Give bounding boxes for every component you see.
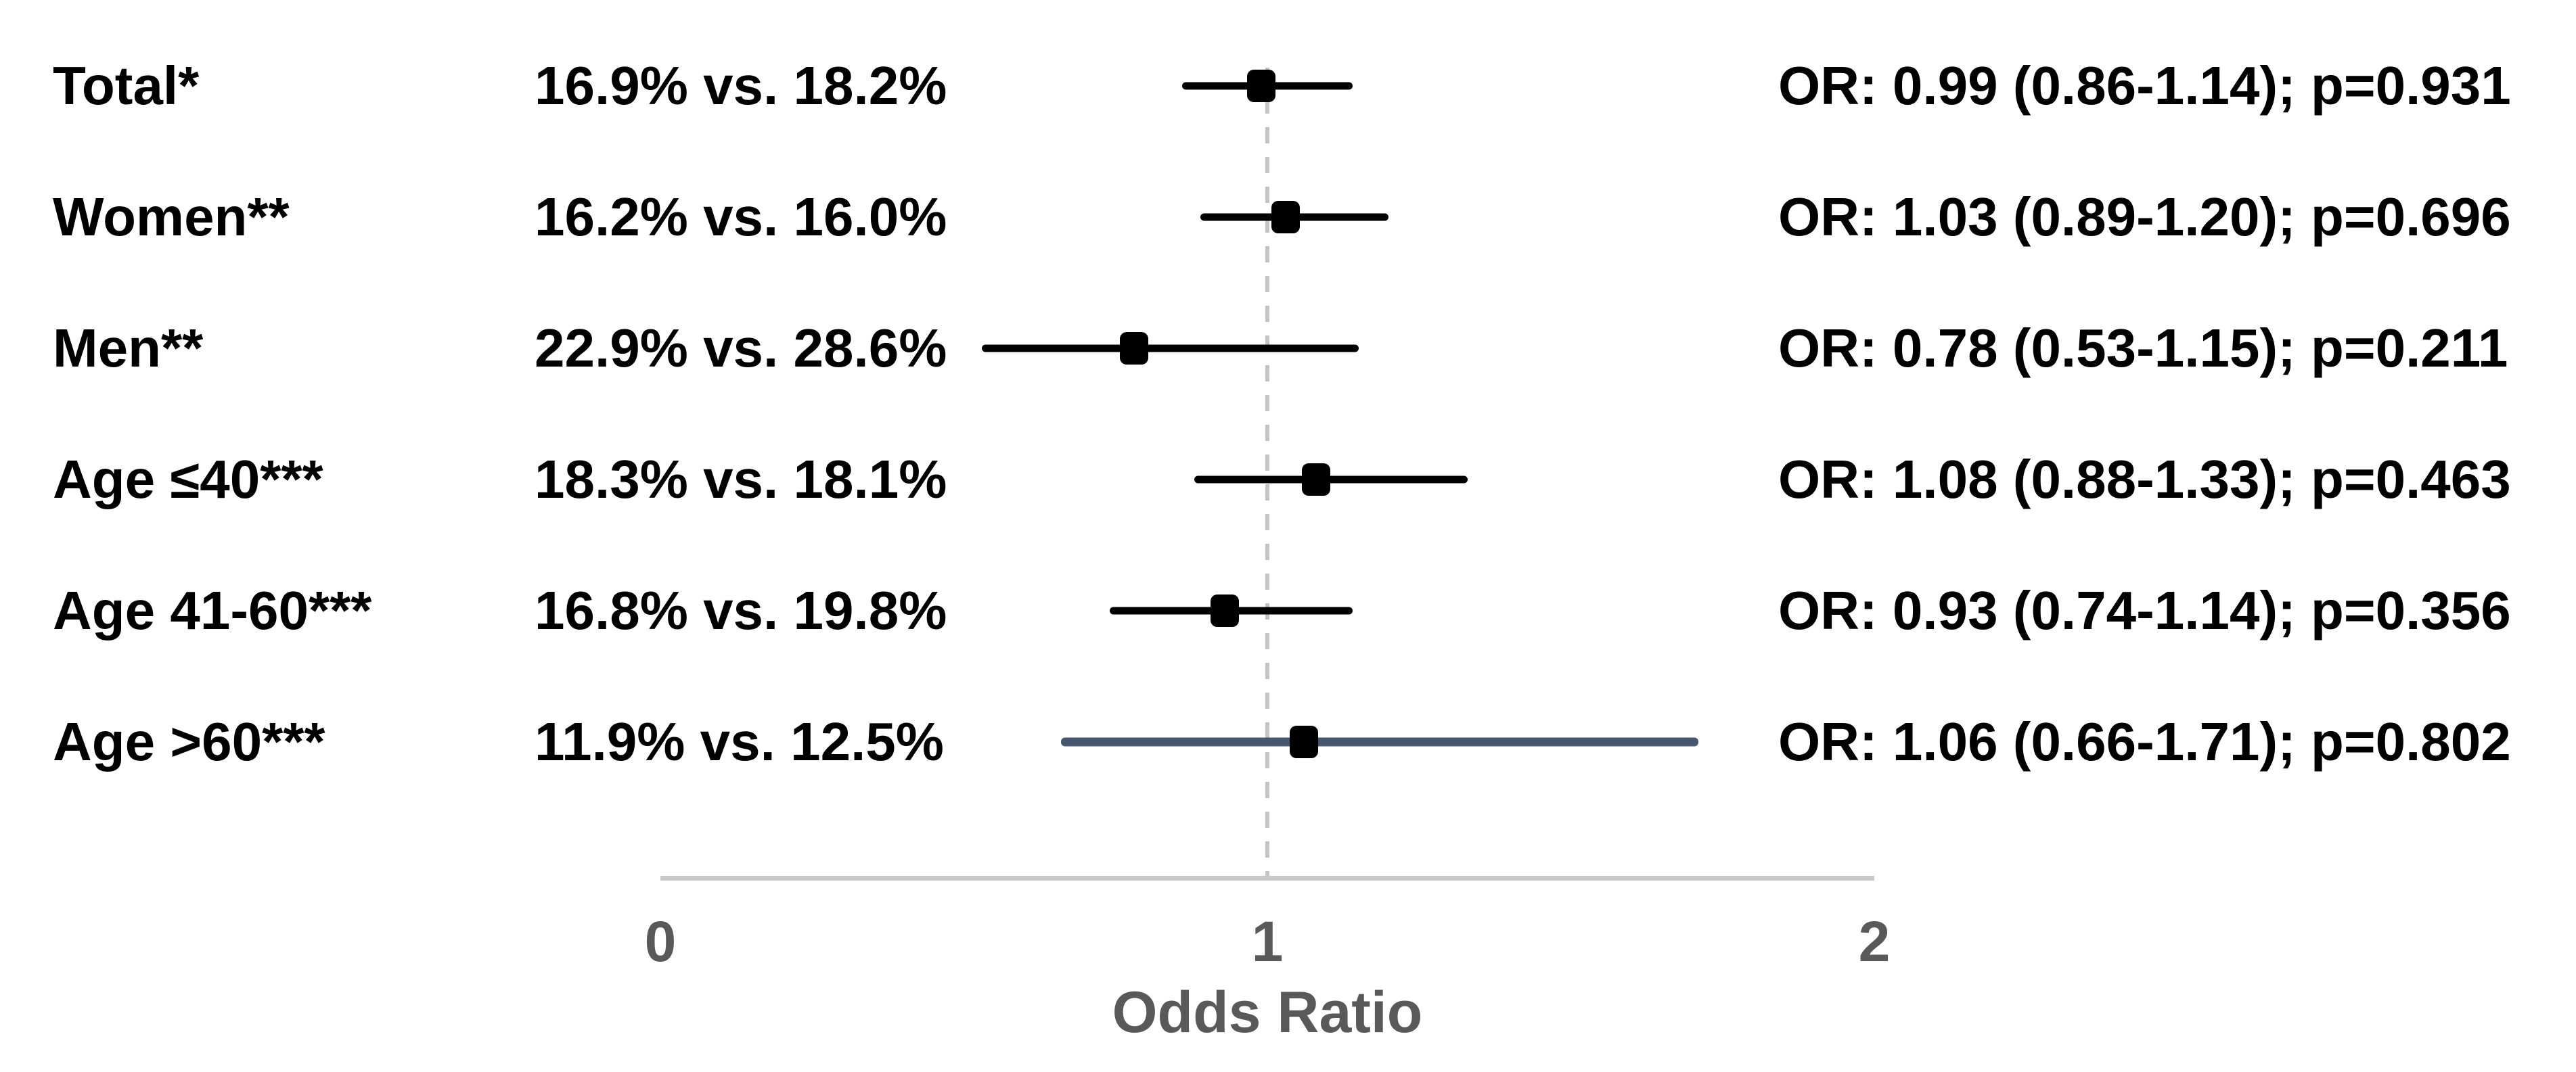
reference-line bbox=[1265, 68, 1269, 876]
row-result-text: OR: 0.99 (0.86-1.14); p=0.931 bbox=[1778, 55, 2511, 116]
row-label: Total* bbox=[53, 55, 200, 116]
x-axis-tick-label: 1 bbox=[1251, 910, 1284, 973]
row-result-text: OR: 0.78 (0.53-1.15); p=0.211 bbox=[1778, 318, 2508, 378]
row-label: Men** bbox=[53, 318, 204, 378]
row-comparison-text: 16.8% vs. 19.8% bbox=[535, 580, 947, 640]
x-axis-line bbox=[660, 876, 1874, 881]
or-marker bbox=[1119, 332, 1148, 365]
or-marker bbox=[1247, 70, 1276, 102]
row-result-text: OR: 0.93 (0.74-1.14); p=0.356 bbox=[1778, 580, 2511, 640]
row-label: Age 41-60*** bbox=[53, 580, 372, 640]
ci-line bbox=[982, 344, 1359, 352]
or-marker bbox=[1211, 595, 1240, 627]
ci-line bbox=[1061, 737, 1698, 747]
row-result-text: OR: 1.03 (0.89-1.20); p=0.696 bbox=[1778, 187, 2511, 247]
x-axis-tick-label: 0 bbox=[644, 910, 677, 973]
x-axis-title: Odds Ratio bbox=[1112, 980, 1423, 1045]
or-marker bbox=[1301, 463, 1330, 496]
row-comparison-text: 11.9% vs. 12.5% bbox=[535, 712, 944, 772]
or-marker bbox=[1289, 726, 1318, 758]
row-comparison-text: 18.3% vs. 18.1% bbox=[535, 449, 947, 509]
x-axis-tick-label: 2 bbox=[1858, 910, 1891, 973]
row-comparison-text: 16.9% vs. 18.2% bbox=[535, 55, 947, 116]
ci-line bbox=[1194, 475, 1468, 484]
row-label: Age ≤40*** bbox=[53, 449, 323, 509]
row-comparison-text: 22.9% vs. 28.6% bbox=[535, 318, 947, 378]
row-comparison-text: 16.2% vs. 16.0% bbox=[535, 187, 947, 247]
row-label: Women** bbox=[53, 187, 290, 247]
row-result-text: OR: 1.06 (0.66-1.71); p=0.802 bbox=[1778, 712, 2511, 772]
row-label: Age >60*** bbox=[53, 712, 325, 772]
row-result-text: OR: 1.08 (0.88-1.33); p=0.463 bbox=[1778, 449, 2511, 509]
or-marker bbox=[1271, 201, 1300, 233]
